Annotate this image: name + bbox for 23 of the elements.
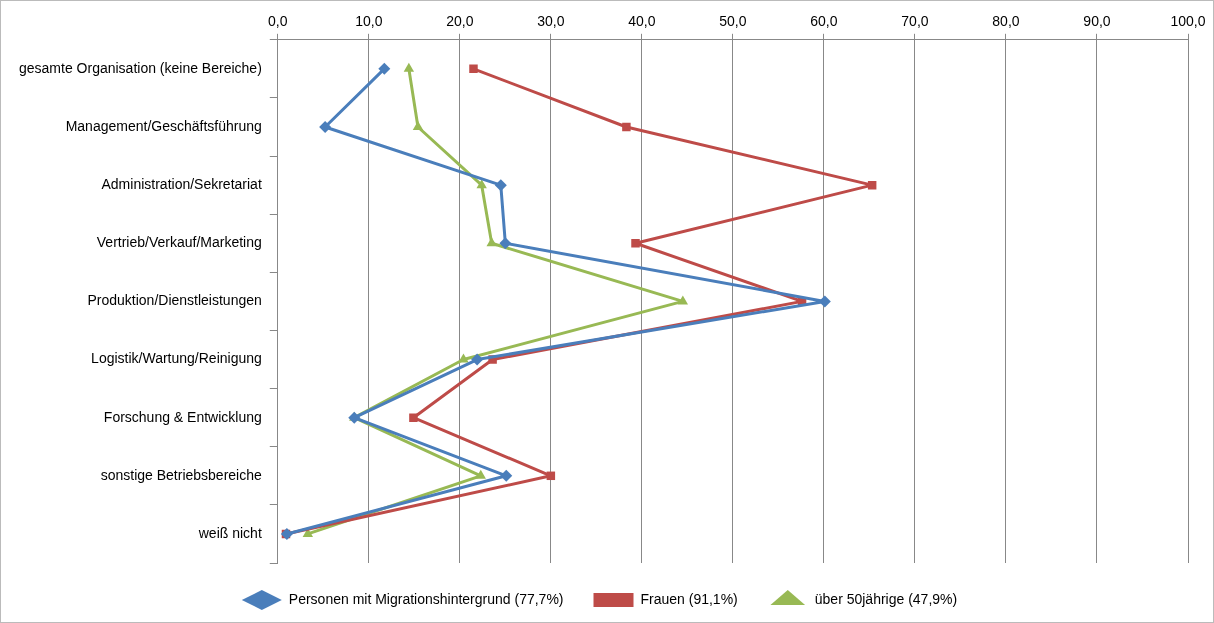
- y-tick-label: sonstige Betriebsbereiche: [100, 466, 262, 483]
- y-tick-label: gesamte Organisation (keine Bereiche): [19, 59, 262, 76]
- x-tick-label: 20,0: [446, 13, 474, 30]
- y-tick-label: Administration/Sekretariat: [101, 175, 262, 192]
- y-tick-label: Logistik/Wartung/Reinigung: [91, 350, 262, 367]
- x-tick-label: 40,0: [628, 13, 656, 30]
- legend-label: über 50jährige (47,9%): [814, 590, 958, 607]
- y-tick-label: Produktion/Dienstleistungen: [87, 292, 262, 309]
- legend-label: Personen mit Migrationshintergrund (77,7%): [288, 590, 564, 607]
- x-tick-label: 30,0: [537, 13, 565, 30]
- x-tick-label: 100,0: [1170, 13, 1206, 30]
- x-tick-label: 80,0: [992, 13, 1020, 30]
- x-tick-label: 60,0: [810, 13, 838, 30]
- x-tick-label: 50,0: [719, 13, 747, 30]
- y-tick-label: Management/Geschäftsführung: [65, 117, 262, 134]
- legend-label: Frauen (91,1%): [640, 590, 738, 607]
- y-tick-label: Vertrieb/Verkauf/Marketing: [96, 234, 262, 251]
- x-tick-label: 10,0: [355, 13, 383, 30]
- x-tick-label: 0,0: [268, 13, 288, 30]
- y-tick-label: Forschung & Entwicklung: [103, 408, 262, 425]
- x-tick-label: 70,0: [901, 13, 929, 30]
- x-tick-label: 90,0: [1083, 13, 1111, 30]
- y-tick-label: weiß nicht: [197, 524, 262, 541]
